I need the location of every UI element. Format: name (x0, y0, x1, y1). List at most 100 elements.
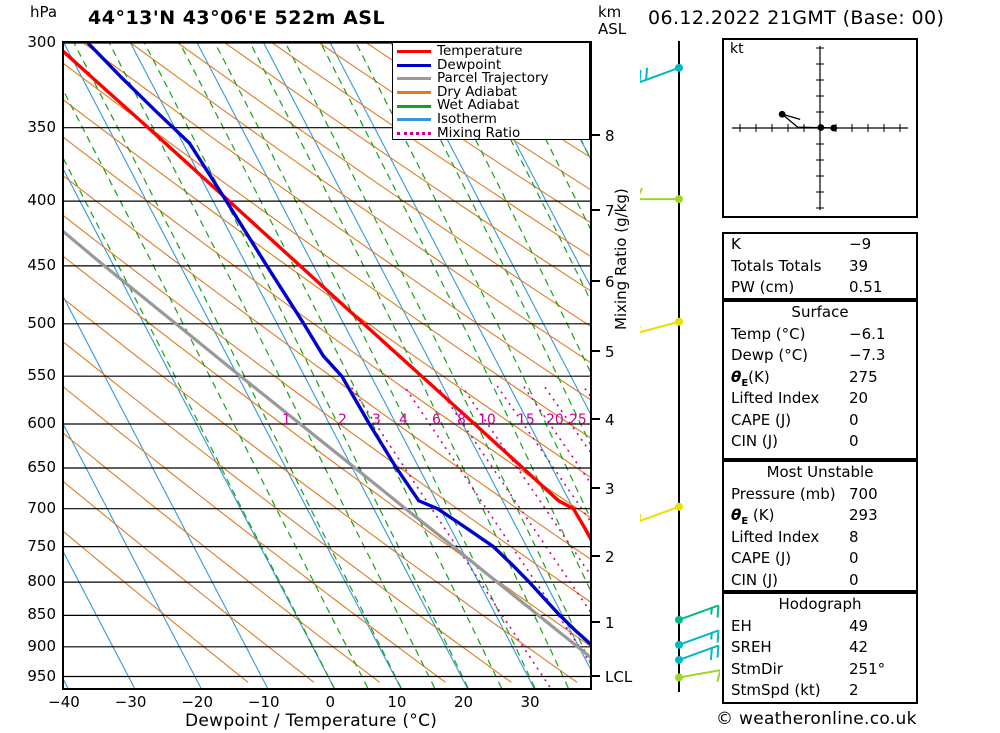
altitude-tick (591, 209, 600, 211)
legend-swatch-icon (397, 131, 431, 135)
hodograph-point (778, 110, 786, 118)
data-row-value: −7.3 (849, 346, 886, 364)
hodograph-point (817, 124, 825, 131)
barb-marker (675, 195, 683, 204)
theta-e-symbol: θE (731, 367, 749, 389)
barb-full-flag (640, 187, 643, 195)
data-row: CAPE (J) 0 (724, 548, 916, 570)
barb-marker (675, 63, 683, 72)
data-row: Lifted Index 8 (724, 527, 916, 549)
mixing-ratio-value-label: 6 (432, 412, 441, 428)
data-row: Dewp (°C) −7.3 (724, 345, 916, 367)
temperature-tick-label: 0 (325, 693, 336, 711)
pressure-unit-label: hPa (30, 3, 58, 21)
hodograph-unit-label: kt (730, 41, 744, 57)
copyright-notice: © weatheronline.co.uk (716, 709, 917, 729)
km-unit-label: km (598, 3, 622, 21)
wind-barb (675, 669, 720, 683)
mixing-ratio-value-label: 15 (517, 412, 535, 428)
legend-swatch-icon (397, 118, 431, 122)
data-row: Temp (°C) −6.1 (724, 324, 916, 346)
data-row: CAPE (J) 0 (724, 410, 916, 432)
data-row-key: K (731, 235, 741, 253)
pressure-tick-label: 550 (27, 366, 56, 385)
legend-item: Isotherm (395, 113, 589, 127)
wind-barb (675, 644, 720, 664)
legend-item: Parcel Trajectory (395, 72, 589, 86)
mixing-ratio-line (461, 385, 590, 576)
altitude-tick (591, 418, 600, 421)
data-row: CIN (J) 0 (724, 431, 916, 453)
data-row-value: 39 (849, 256, 869, 275)
mixing-ratio-value-label: 3 (372, 412, 381, 428)
wind-barb (675, 604, 720, 624)
mixing-ratio-line (543, 385, 590, 454)
data-row-value: 275 (849, 367, 878, 386)
isotherm-line (64, 551, 135, 688)
legend-item-label: Isotherm (437, 111, 497, 128)
data-row-key: Lifted Index (731, 527, 820, 546)
barb-full-flag (709, 647, 713, 661)
data-row-value: 0 (849, 570, 859, 589)
data-row-value: 20 (849, 389, 869, 407)
legend-item-label: Dry Adiabat (437, 83, 517, 100)
hodograph-stats-box: Hodograph EH 49 SREH 42 StmDir 251° StmSpd (kt)… (722, 592, 918, 704)
altitude-tick-label: 8 (605, 127, 615, 146)
dry-adiabat-line (319, 43, 590, 223)
barb-shaft (640, 320, 680, 334)
dry-adiabat-line (64, 481, 315, 683)
barb-shaft (678, 629, 719, 646)
pressure-tick-label: 800 (27, 572, 56, 591)
data-row: PW (cm) 0.51 (724, 277, 916, 299)
data-row-key: CAPE (J) (731, 549, 792, 567)
surface-parcel-box: Surface Temp (°C) −6.1 Dewp (°C) −7.3 θE(K) 27… (722, 300, 918, 460)
data-row-value: 700 (849, 484, 878, 503)
pressure-tick-label: 750 (27, 536, 56, 555)
temperature-tick-label: −20 (181, 693, 213, 711)
barb-shaft (678, 669, 720, 679)
pressure-tick-label: 450 (27, 255, 56, 274)
page-title: 44°13'N 43°06'E 522m ASL (88, 7, 386, 29)
wet-adiabat-line (496, 43, 590, 230)
wet-adiabat-line (214, 43, 536, 688)
dry-adiabat-line (83, 43, 590, 401)
altitude-tick-label: 4 (605, 411, 615, 430)
altitude-tick (591, 674, 600, 677)
wind-barb (640, 317, 683, 334)
isotherm-line (64, 296, 268, 688)
data-row-value: 0 (849, 549, 859, 567)
data-row-key: StmDir (731, 659, 783, 678)
wet-adiabat-line (179, 43, 503, 688)
data-row-value: −9 (849, 235, 872, 253)
legend-item: Mixing Ratio (395, 126, 589, 141)
altitude-tick (591, 349, 600, 352)
skewt-canvas (64, 43, 590, 688)
data-row: StmDir 251° (724, 659, 916, 681)
data-row-value: 293 (849, 506, 878, 524)
temperature-tick-label: −10 (247, 693, 280, 711)
data-row-key: Pressure (mb) (731, 484, 836, 503)
data-row: K −9 (724, 234, 916, 256)
altitude-tick (591, 279, 600, 282)
barb-full-flag (645, 67, 649, 80)
barb-marker (675, 615, 683, 624)
legend-item: Wet Adiabat (395, 99, 589, 113)
legend-swatch-icon (397, 50, 431, 54)
isotherm-line (396, 43, 590, 415)
data-row: StmSpd (kt) 2 (724, 680, 916, 702)
mixing-ratio-value-label: 2 (338, 412, 347, 428)
barb-marker (675, 673, 683, 682)
data-row-key: PW (cm) (731, 278, 795, 296)
altitude-tick-label: 5 (605, 342, 615, 361)
pressure-tick-label: 350 (27, 117, 56, 136)
isotherm-line (463, 43, 590, 287)
wet-adiabat-line (355, 43, 590, 519)
barb-marker (675, 317, 683, 326)
pressure-tick-label: 700 (27, 498, 56, 517)
altitude-tick-label: LCL (605, 667, 633, 686)
data-row-key: Lifted Index (731, 389, 820, 407)
data-row-value: 49 (849, 616, 869, 635)
wind-barb (640, 187, 683, 204)
dry-adiabat-line (177, 43, 590, 327)
data-row-value: 8 (849, 527, 859, 546)
